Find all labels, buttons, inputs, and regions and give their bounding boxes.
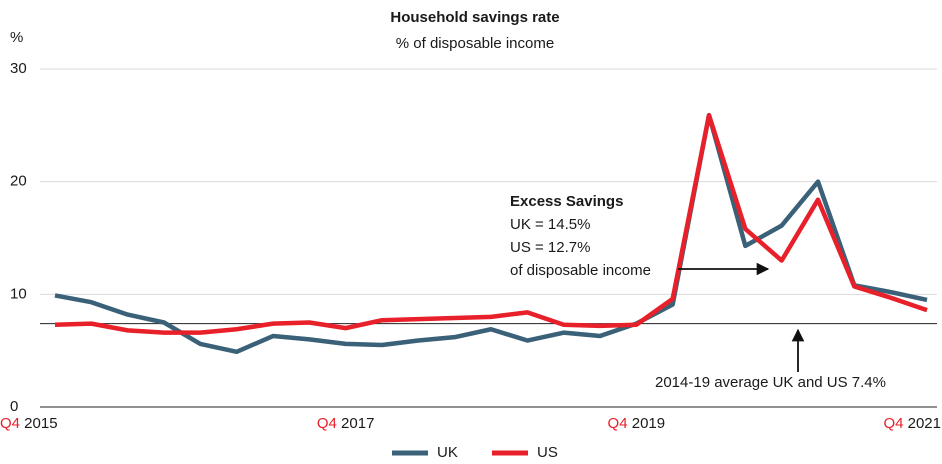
annotation-line: US = 12.7%: [510, 239, 590, 256]
legend-label: US: [537, 444, 558, 461]
chart-title: Household savings rate: [390, 9, 559, 26]
series-line: [54, 112, 928, 335]
x-tick-label: Q4 2021: [883, 415, 941, 432]
average-label: 2014-19 average UK and US 7.4%: [655, 374, 886, 391]
series-line: [54, 112, 928, 355]
x-tick-label: Q4 2019: [608, 415, 666, 432]
chart-subtitle: % of disposable income: [396, 35, 554, 52]
annotation-title: Excess Savings: [510, 193, 623, 210]
x-tick-label: Q4 2015: [0, 415, 58, 432]
legend-label: UK: [437, 444, 458, 461]
y-tick-label: 20: [10, 173, 27, 190]
annotation-line: of disposable income: [510, 262, 651, 279]
annotation-line: UK = 14.5%: [510, 216, 590, 233]
y-tick-label: 10: [10, 285, 27, 302]
y-tick-label: 30: [10, 60, 27, 77]
y-unit-label: %: [10, 29, 23, 46]
y-tick-label: 0: [10, 398, 18, 415]
x-tick-label: Q4 2017: [317, 415, 375, 432]
